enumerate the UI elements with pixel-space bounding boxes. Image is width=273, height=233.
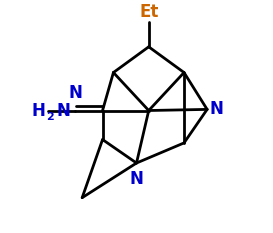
Text: Et: Et — [139, 3, 158, 21]
Text: H: H — [32, 102, 46, 120]
Text: N: N — [130, 170, 143, 188]
Text: 2: 2 — [46, 112, 54, 122]
Text: N: N — [210, 100, 224, 118]
Text: N: N — [57, 102, 71, 120]
Text: N: N — [69, 84, 82, 102]
